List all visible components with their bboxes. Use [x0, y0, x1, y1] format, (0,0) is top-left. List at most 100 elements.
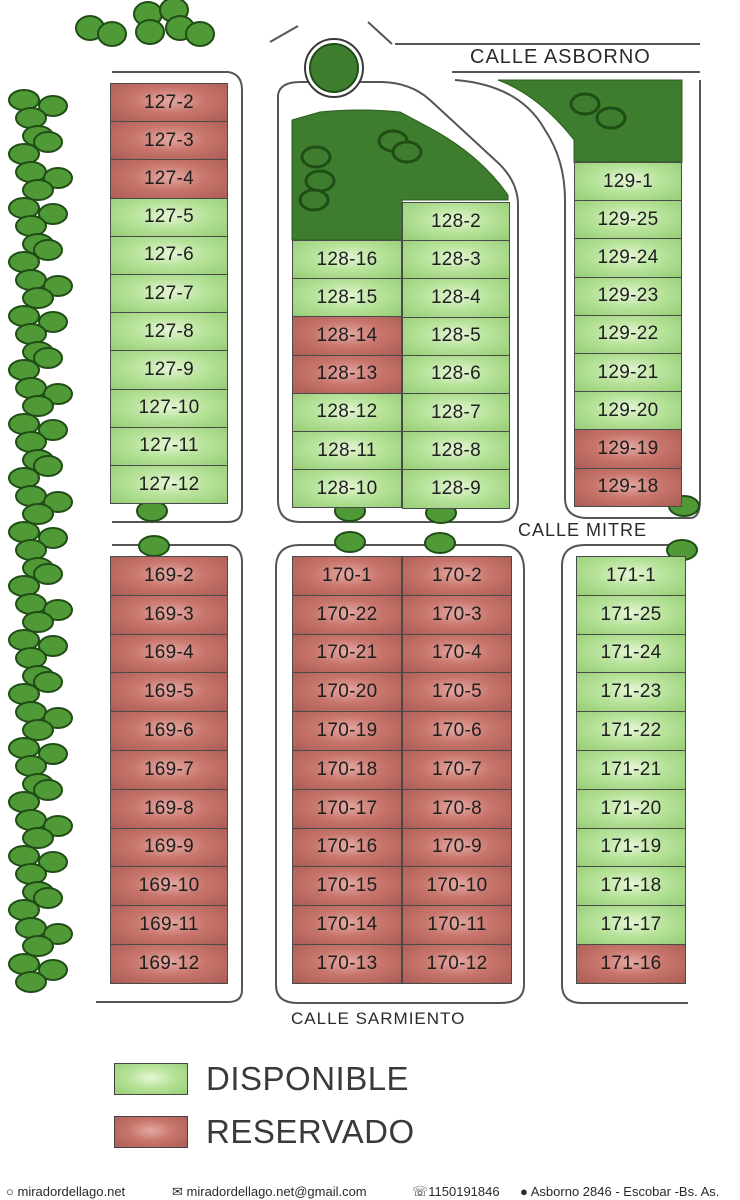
lot-169-7[interactable]: 169-7 [110, 750, 228, 790]
lot-170-17[interactable]: 170-17 [292, 788, 402, 829]
lot-169-10[interactable]: 169-10 [110, 866, 228, 907]
lot-170-3[interactable]: 170-3 [402, 594, 512, 635]
lot-170-2[interactable]: 170-2 [402, 556, 512, 596]
lot-128-12[interactable]: 128-12 [292, 392, 402, 432]
lot-170-12[interactable]: 170-12 [402, 944, 512, 984]
footer-phone[interactable]: ☏1150191846 [412, 1184, 500, 1200]
lot-169-9[interactable]: 169-9 [110, 827, 228, 868]
lot-129-24[interactable]: 129-24 [574, 238, 682, 278]
lot-170-5[interactable]: 170-5 [402, 672, 512, 713]
lot-170-4[interactable]: 170-4 [402, 633, 512, 674]
lot-170-22[interactable]: 170-22 [292, 594, 402, 635]
lot-129-18[interactable]: 129-18 [574, 467, 682, 507]
lot-127-11[interactable]: 127-11 [110, 426, 228, 466]
lot-128-11[interactable]: 128-11 [292, 431, 402, 471]
lot-171-18[interactable]: 171-18 [576, 866, 686, 907]
lot-128-16[interactable]: 128-16 [292, 240, 402, 280]
tree [8, 575, 40, 597]
lot-170-20[interactable]: 170-20 [292, 672, 402, 713]
lot-128-13[interactable]: 128-13 [292, 354, 402, 394]
lot-127-5[interactable]: 127-5 [110, 197, 228, 237]
lot-127-10[interactable]: 127-10 [110, 388, 228, 428]
lot-128-9[interactable]: 128-9 [402, 469, 510, 509]
lot-170-14[interactable]: 170-14 [292, 905, 402, 945]
lot-170-8[interactable]: 170-8 [402, 788, 512, 829]
lot-128-2[interactable]: 128-2 [402, 202, 510, 242]
footer-website[interactable]: ○ miradordellago.net [6, 1184, 125, 1199]
lot-127-9[interactable]: 127-9 [110, 350, 228, 390]
tree [8, 629, 40, 651]
lot-171-20[interactable]: 171-20 [576, 788, 686, 829]
lot-170-11[interactable]: 170-11 [402, 905, 512, 945]
lot-170-21[interactable]: 170-21 [292, 633, 402, 674]
lot-170-7[interactable]: 170-7 [402, 750, 512, 790]
lot-171-25[interactable]: 171-25 [576, 594, 686, 635]
lot-127-6[interactable]: 127-6 [110, 235, 228, 275]
lot-169-3[interactable]: 169-3 [110, 594, 228, 635]
tree [43, 707, 73, 729]
lot-127-2[interactable]: 127-2 [110, 83, 228, 123]
lot-171-16[interactable]: 171-16 [576, 944, 686, 984]
lot-169-4[interactable]: 169-4 [110, 633, 228, 674]
lot-170-15[interactable]: 170-15 [292, 866, 402, 907]
lot-170-19[interactable]: 170-19 [292, 711, 402, 751]
legend-label-disponible: DISPONIBLE [206, 1060, 410, 1097]
lot-169-2[interactable]: 169-2 [110, 556, 228, 596]
lot-170-18[interactable]: 170-18 [292, 750, 402, 790]
lot-129-23[interactable]: 129-23 [574, 276, 682, 316]
tree [15, 755, 47, 777]
lot-129-20[interactable]: 129-20 [574, 391, 682, 431]
lot-129-19[interactable]: 129-19 [574, 429, 682, 469]
lot-171-23[interactable]: 171-23 [576, 672, 686, 713]
lot-128-3[interactable]: 128-3 [402, 240, 510, 280]
block-171-outline [561, 544, 688, 1004]
lot-171-22[interactable]: 171-22 [576, 711, 686, 751]
lot-170-1[interactable]: 170-1 [292, 556, 402, 596]
lot-171-1[interactable]: 171-1 [576, 556, 686, 596]
lot-127-3[interactable]: 127-3 [110, 121, 228, 161]
lot-129-1[interactable]: 129-1 [574, 162, 682, 202]
lot-170-16[interactable]: 170-16 [292, 827, 402, 868]
tree [22, 287, 54, 309]
lot-127-4[interactable]: 127-4 [110, 159, 228, 199]
lot-129-21[interactable]: 129-21 [574, 353, 682, 393]
lot-128-15[interactable]: 128-15 [292, 278, 402, 318]
lot-170-9[interactable]: 170-9 [402, 827, 512, 868]
block-129-outline [452, 71, 701, 519]
lot-127-7[interactable]: 127-7 [110, 274, 228, 314]
tree [22, 179, 54, 201]
lot-171-17[interactable]: 171-17 [576, 905, 686, 945]
lot-169-12[interactable]: 169-12 [110, 944, 228, 984]
tree [8, 521, 40, 543]
lot-128-8[interactable]: 128-8 [402, 431, 510, 471]
tree [38, 527, 68, 549]
lot-169-8[interactable]: 169-8 [110, 788, 228, 829]
tree [15, 377, 47, 399]
lot-171-24[interactable]: 171-24 [576, 633, 686, 674]
lot-170-6[interactable]: 170-6 [402, 711, 512, 751]
lot-128-14[interactable]: 128-14 [292, 316, 402, 356]
tree [8, 305, 40, 327]
footer-email[interactable]: ✉ miradordellago.net@gmail.com [172, 1184, 367, 1200]
lot-129-25[interactable]: 129-25 [574, 200, 682, 240]
footer-email-text: miradordellago.net@gmail.com [186, 1184, 367, 1199]
tree [33, 671, 63, 693]
lot-128-7[interactable]: 128-7 [402, 393, 510, 433]
lot-128-4[interactable]: 128-4 [402, 278, 510, 318]
lot-169-6[interactable]: 169-6 [110, 711, 228, 751]
lot-171-19[interactable]: 171-19 [576, 827, 686, 868]
lot-170-13[interactable]: 170-13 [292, 944, 402, 984]
tree [38, 95, 68, 117]
lot-128-10[interactable]: 128-10 [292, 469, 402, 509]
street-tree [424, 532, 456, 554]
lot-171-21[interactable]: 171-21 [576, 750, 686, 790]
green-area-trees [298, 92, 627, 212]
lot-128-5[interactable]: 128-5 [402, 316, 510, 356]
lot-128-6[interactable]: 128-6 [402, 354, 510, 394]
lot-127-12[interactable]: 127-12 [110, 465, 228, 505]
lot-127-8[interactable]: 127-8 [110, 312, 228, 352]
lot-169-11[interactable]: 169-11 [110, 905, 228, 945]
lot-169-5[interactable]: 169-5 [110, 672, 228, 713]
lot-129-22[interactable]: 129-22 [574, 314, 682, 354]
lot-170-10[interactable]: 170-10 [402, 866, 512, 907]
